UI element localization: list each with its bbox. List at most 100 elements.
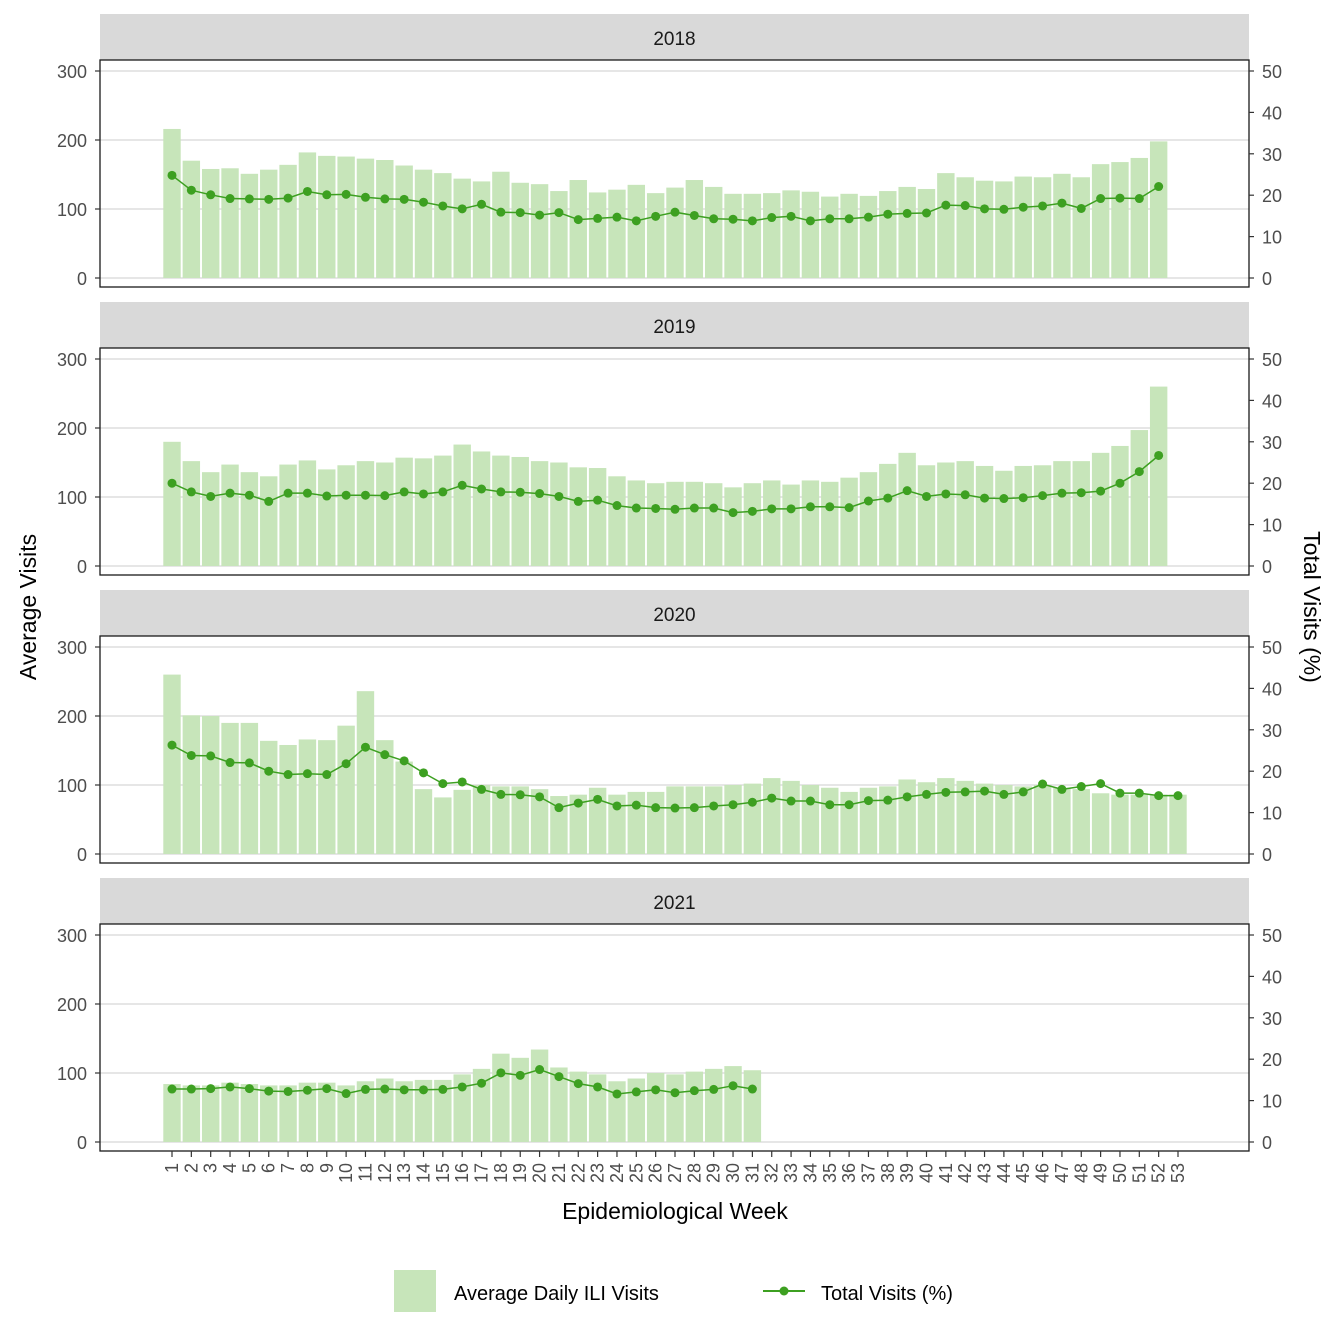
line-point-week-18 (496, 487, 506, 497)
bar-week-15 (434, 455, 452, 566)
line-point-week-9 (322, 1084, 332, 1094)
line-point-week-35 (825, 214, 835, 224)
bar-week-30 (724, 785, 742, 854)
bar-week-8 (298, 152, 317, 278)
y-right-tick-label: 50 (1262, 638, 1282, 658)
bar-week-41 (937, 778, 955, 854)
bar-week-38 (879, 786, 897, 854)
line-point-week-2 (186, 487, 196, 497)
line-point-week-19 (515, 487, 525, 497)
line-point-week-31 (747, 506, 757, 516)
facet-strip (100, 590, 1249, 636)
x-tick-label: 52 (1149, 1163, 1169, 1183)
bar-week-50 (1111, 445, 1129, 566)
bar-week-29 (704, 483, 723, 566)
y-left-tick-label: 100 (57, 488, 87, 508)
line-point-week-24 (612, 501, 622, 511)
line-point-week-29 (709, 214, 719, 224)
panel-2020: 2020 0 100 200 300 0 10 20 30 40 50 (57, 590, 1282, 865)
bar-week-24 (608, 476, 626, 566)
x-tick-label: 24 (607, 1163, 627, 1183)
bar-week-26 (646, 483, 665, 566)
y-right-tick-label: 0 (1262, 845, 1272, 865)
line-point-week-44 (999, 494, 1009, 504)
line-point-week-3 (206, 751, 216, 761)
x-tick-label: 36 (839, 1163, 859, 1183)
line-point-week-5 (244, 490, 254, 500)
line-point-week-24 (612, 212, 622, 222)
x-tick-label: 46 (1033, 1163, 1053, 1183)
line-point-week-24 (612, 801, 622, 811)
bar-week-34 (801, 191, 820, 278)
line-point-week-45 (1018, 787, 1028, 797)
line-point-week-1 (167, 478, 177, 488)
bar-week-11 (356, 1081, 375, 1142)
x-tick-label: 5 (239, 1163, 259, 1173)
bar-week-3 (201, 716, 220, 854)
line-point-week-20 (535, 792, 545, 802)
x-tick-label: 3 (201, 1163, 221, 1173)
bar-week-38 (879, 463, 897, 566)
line-point-week-10 (341, 759, 351, 769)
bar-week-43 (975, 783, 994, 854)
line-point-week-40 (922, 208, 931, 218)
bar-week-40 (917, 188, 936, 278)
line-point-week-47 (1057, 784, 1067, 794)
bar-week-21 (550, 191, 568, 278)
line-point-week-45 (1018, 202, 1028, 212)
bar-week-32 (763, 480, 781, 566)
x-tick-label: 14 (414, 1163, 434, 1183)
bar-week-37 (859, 472, 878, 566)
x-tick-label: 51 (1129, 1163, 1149, 1183)
bar-week-5 (240, 722, 259, 854)
bar-week-1 (163, 441, 181, 566)
line-point-week-44 (999, 789, 1009, 799)
line-point-week-22 (573, 215, 583, 225)
bar-week-10 (337, 725, 355, 854)
bar-week-2 (182, 715, 201, 854)
line-point-week-12 (380, 1084, 390, 1094)
bar-week-37 (859, 787, 878, 854)
x-tick-label: 32 (762, 1163, 782, 1183)
bar-week-23 (588, 192, 607, 278)
x-tick-label: 10 (336, 1163, 356, 1183)
bar-week-51 (1130, 794, 1149, 854)
bar-week-28 (685, 1071, 704, 1142)
bar-week-40 (917, 465, 936, 566)
legend-bar-label: Average Daily ILI Visits (454, 1283, 659, 1305)
line-point-week-27 (670, 207, 680, 217)
y-right-tick-label: 30 (1262, 433, 1282, 453)
line-point-week-15 (438, 487, 448, 497)
line-point-week-52 (1154, 450, 1164, 460)
line-point-week-34 (805, 796, 815, 806)
line-point-week-31 (747, 797, 757, 807)
bar-week-2 (182, 160, 201, 278)
bar-week-13 (395, 761, 413, 854)
line-point-week-8 (302, 186, 312, 196)
line-point-week-21 (554, 803, 564, 813)
bar-week-42 (956, 780, 974, 854)
bar-week-18 (492, 171, 510, 278)
line-point-week-28 (689, 503, 699, 513)
line-point-week-22 (573, 496, 583, 506)
bar-week-32 (763, 778, 781, 854)
line-point-week-13 (399, 1085, 409, 1095)
bar-week-13 (395, 457, 413, 566)
line-point-week-28 (689, 210, 699, 220)
y-right-tick-label: 20 (1262, 1050, 1282, 1070)
line-point-week-6 (264, 766, 274, 776)
bar-week-43 (975, 180, 994, 278)
line-point-week-6 (264, 1086, 274, 1096)
bar-week-13 (395, 165, 413, 278)
line-point-week-45 (1018, 493, 1028, 503)
x-tick-label: 12 (375, 1163, 395, 1183)
x-tick-label: 29 (704, 1163, 724, 1183)
bar-week-1 (163, 1084, 181, 1142)
y-right-tick-label: 50 (1262, 350, 1282, 370)
line-point-week-20 (535, 1065, 545, 1075)
bar-week-16 (453, 178, 471, 278)
y-right-tick-label: 30 (1262, 145, 1282, 165)
line-point-week-32 (767, 793, 777, 803)
bar-week-28 (685, 180, 704, 278)
panels: 2018010020030001020304050201901002003000… (57, 14, 1282, 1153)
